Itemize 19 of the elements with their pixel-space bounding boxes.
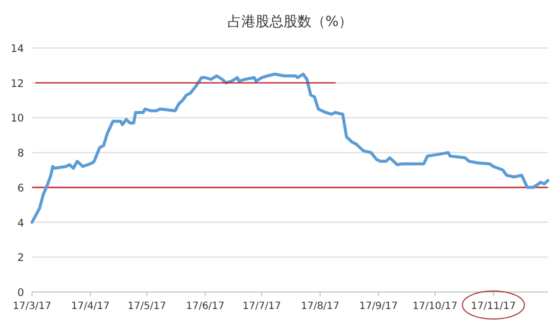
line-series (30, 72, 550, 224)
x-tick-label: 17/10/17 (412, 301, 458, 312)
y-tick-label: 8 (17, 148, 24, 160)
x-tick-label: 17/11/17 (470, 301, 516, 312)
y-tick-label: 2 (17, 252, 24, 264)
x-tick-label: 17/9/17 (359, 301, 398, 312)
y-tick-label: 14 (10, 43, 24, 55)
chart-title: 占港股总股数（%） (227, 14, 353, 30)
x-tick-label: 17/7/17 (242, 301, 282, 312)
x-tick-label: 17/3/17 (12, 301, 52, 312)
y-tick-label: 4 (17, 217, 24, 230)
x-tick-label: 17/8/17 (300, 301, 340, 312)
y-tick-label: 6 (17, 182, 24, 194)
x-tick-label: 17/5/17 (128, 301, 166, 312)
y-tick-label: 12 (10, 78, 24, 90)
x-tick-label: 17/6/17 (186, 301, 225, 312)
y-tick-label: 10 (10, 112, 24, 125)
y-tick-label: 0 (17, 287, 24, 299)
x-tick-label: 17/4/17 (71, 301, 110, 312)
